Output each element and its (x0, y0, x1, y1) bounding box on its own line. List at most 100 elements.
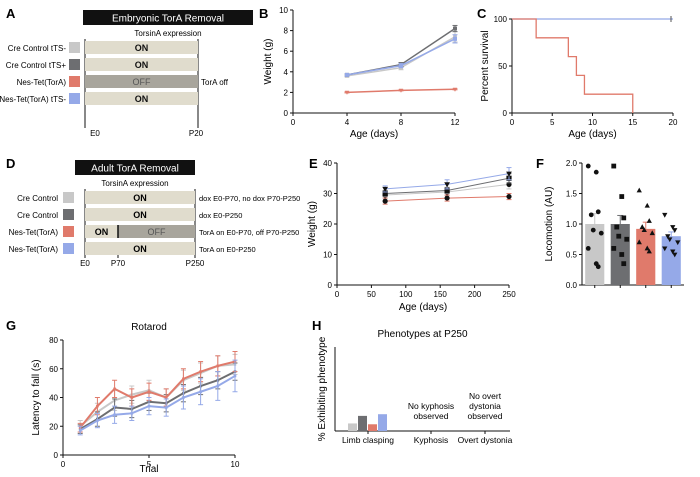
chart-c-ytick-label: 0 (503, 109, 508, 118)
chart-e-point (382, 190, 388, 197)
chart-g-series-line (79, 370, 236, 430)
chart-c-xtick-label: 10 (588, 118, 597, 127)
panel-letter-g: G (6, 318, 16, 333)
panel-letter-e: E (309, 156, 318, 171)
chart-g-point (182, 377, 185, 381)
panel-a-row-swatch (69, 93, 80, 104)
panel-d-row-bar-on (85, 225, 118, 238)
panel-a-row-swatch (69, 76, 80, 87)
chart-f-point (644, 202, 650, 208)
panel-d-axis-tick: P70 (111, 259, 126, 268)
chart-g-point (199, 390, 202, 394)
chart-f-point (624, 236, 630, 242)
panel-a-row-bar (85, 92, 198, 105)
panel-d-row-bar-label-on: ON (95, 227, 109, 237)
chart-f-point (593, 169, 599, 175)
chart-c: 0 50 100 0 5 10 15 20 Age (days) Percent survival (480, 15, 678, 140)
chart-f-point (665, 234, 671, 240)
chart-h-bar (348, 423, 357, 431)
chart-e-ytick-label: 0 (328, 281, 333, 290)
chart-e-ytick-label: 40 (323, 159, 332, 168)
chart-b-ytick-label: 2 (284, 88, 289, 97)
panel-a-row-label: Nes-Tet(TorA) tTS- (0, 95, 66, 104)
chart-f-ylabel: Locomotion (AU) (544, 186, 555, 261)
panel-a-row-label: Cre Control tTS- (8, 44, 67, 53)
chart-g-ytick-label: 20 (49, 422, 58, 431)
panel-d-row-label: Nes-Tet(TorA) (9, 245, 59, 254)
chart-f-point (621, 215, 627, 221)
panel-a-row-bar-label: ON (135, 43, 149, 53)
chart-e-point (506, 171, 512, 177)
panel-d-row-bar-label: ON (133, 244, 147, 254)
chart-f-point (672, 228, 678, 233)
chart-h-title: Phenotypes at P250 (377, 329, 468, 340)
chart-e-ytick-label: 30 (323, 190, 332, 199)
panel-d-row-swatch (63, 243, 74, 254)
chart-b-xlabel: Age (days) (350, 129, 398, 140)
chart-e-point (444, 195, 450, 201)
chart-g-ytick-label: 60 (49, 365, 58, 374)
panel-d-row-swatch (63, 209, 74, 220)
chart-f-point (649, 230, 655, 236)
chart-c-ytick-label: 50 (498, 62, 507, 71)
panel-a-title: Embryonic TorA Removal (112, 14, 224, 25)
chart-c-xlabel: Age (days) (568, 129, 616, 140)
panel-letter-h: H (312, 318, 321, 333)
panel-a-row-swatch (69, 42, 80, 53)
chart-f-point (670, 225, 676, 230)
chart-e-xtick-label: 250 (502, 290, 516, 299)
chart-b-ylabel: Weight (g) (263, 39, 274, 85)
chart-f-point (611, 163, 617, 169)
chart-e-ytick-label: 20 (323, 220, 332, 229)
chart-g-point (78, 429, 82, 432)
chart-e-point (382, 198, 388, 204)
chart-b-point (345, 72, 349, 77)
chart-f-point (646, 248, 652, 254)
chart-g-point (96, 419, 99, 422)
panel-d-row-note: TorA on E0-P70, off P70-P250 (199, 228, 299, 237)
chart-g-point (216, 384, 220, 388)
panel-letter-f: F (536, 156, 544, 171)
chart-e-xtick-label: 150 (434, 290, 448, 299)
panel-letter-c: C (477, 6, 487, 21)
chart-f-point (585, 246, 591, 251)
panel-a-row-swatch (69, 59, 80, 70)
chart-c-ytick-label: 100 (494, 15, 508, 24)
chart-f-point (662, 246, 668, 252)
chart-h-category-label: Limb clasping (342, 435, 394, 445)
chart-c-ylabel: Percent survival (480, 30, 491, 101)
chart-g-series-line (79, 375, 236, 432)
chart-f-bar (636, 228, 656, 285)
panel-letter-a: A (6, 6, 16, 21)
panel-d-row-label: Cre Control (17, 211, 58, 220)
chart-h-category-label: Overt dystonia (458, 435, 513, 445)
panel-d-axis-tick: E0 (80, 259, 90, 268)
panel-a-axis-end: P20 (189, 129, 204, 138)
chart-g-xtick-label: 0 (61, 460, 66, 469)
chart-e-ytick-label: 10 (323, 251, 332, 260)
chart-f-ytick-label: 0.0 (566, 281, 578, 290)
panel-a-row-bar-label: ON (135, 94, 149, 104)
chart-h-annotation: observed (468, 411, 503, 421)
chart-b-xtick-label: 8 (399, 118, 404, 127)
chart-b-point (452, 87, 458, 92)
chart-g-ytick-label: 0 (54, 451, 59, 460)
panel-d: Adult TorA Removal TorsinA expression Cr… (9, 160, 300, 268)
chart-f-point (646, 218, 652, 223)
panel-d-row-swatch (63, 192, 74, 203)
chart-f-point (662, 212, 668, 218)
panel-d-row-bar (85, 191, 195, 204)
chart-g-xlabel: Trial (139, 464, 158, 475)
chart-f-point (667, 237, 673, 243)
panel-d-row-note: dox E0-P70, no dox P70-P250 (199, 194, 300, 203)
chart-h-ylabel: % Exhibiting phenotype (317, 336, 328, 441)
panel-d-row-bar-off (118, 225, 195, 238)
chart-b-point (344, 90, 350, 95)
chart-b-xtick-label: 4 (345, 118, 350, 127)
chart-e-xlabel: Age (days) (399, 302, 447, 313)
chart-h-bar (368, 424, 377, 431)
chart-c-xtick-label: 5 (550, 118, 555, 127)
chart-b-point (399, 63, 403, 68)
panel-a-row-bar (85, 75, 198, 88)
